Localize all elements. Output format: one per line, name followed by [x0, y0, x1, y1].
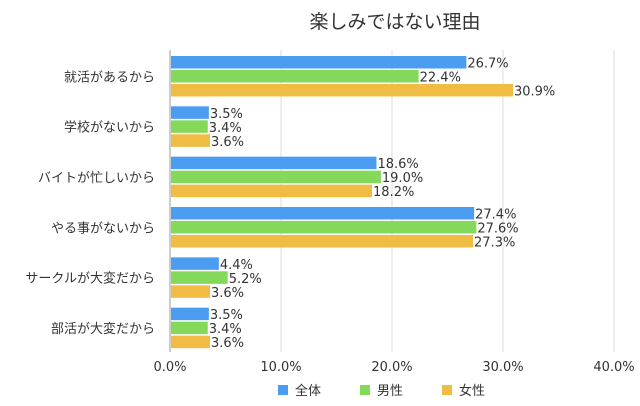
bar-1	[171, 120, 208, 133]
bar-1	[171, 271, 228, 284]
data-label: 27.4%	[475, 208, 516, 223]
bar-0	[171, 56, 467, 69]
legend-label: 女性	[459, 383, 485, 399]
bar-2	[171, 235, 474, 248]
bar-1	[171, 321, 208, 335]
data-label: 18.2%	[373, 185, 414, 200]
x-tick-label: 40.0%	[593, 360, 634, 375]
legend-label: 男性	[377, 384, 403, 399]
bar-0	[171, 156, 377, 170]
data-label: 3.4%	[209, 322, 242, 337]
data-label: 22.4%	[420, 71, 461, 86]
data-label: 3.6%	[211, 135, 244, 150]
category-label: 部活が大変だから	[51, 321, 155, 337]
x-tick-label: 30.0%	[482, 360, 523, 375]
x-tick-label: 0.0%	[153, 360, 186, 375]
bar-1	[171, 221, 477, 234]
legend-swatch	[278, 385, 288, 395]
data-label: 26.7%	[467, 57, 508, 72]
bar-2	[171, 335, 210, 349]
category-label: やる事がないから	[51, 221, 155, 236]
category-label: サークルが大変だから	[25, 271, 155, 287]
data-label: 19.0%	[382, 171, 423, 186]
bar-2	[171, 84, 513, 97]
legend-label: 全体	[295, 383, 321, 399]
data-label: 18.6%	[377, 157, 418, 172]
data-label: 3.5%	[210, 107, 243, 122]
bar-0	[171, 106, 209, 119]
data-label: 30.9%	[514, 85, 555, 100]
data-label: 27.3%	[474, 236, 515, 251]
category-label: 学校がないから	[64, 120, 155, 136]
data-label: 3.4%	[209, 121, 242, 136]
category-label: バイトが忙しいから	[38, 171, 155, 186]
data-label: 3.6%	[211, 286, 244, 301]
bar-2	[171, 134, 210, 147]
data-label: 5.2%	[229, 272, 262, 287]
bar-0	[171, 257, 219, 270]
bar-1	[171, 170, 381, 184]
data-label: 4.4%	[220, 258, 253, 273]
bar-1	[171, 70, 419, 83]
chart-title: 楽しみではない理由	[309, 11, 480, 33]
category-label: 就活があるから	[64, 70, 155, 85]
data-label: 27.6%	[477, 222, 518, 237]
x-tick-label: 20.0%	[371, 360, 412, 375]
data-label: 3.5%	[210, 308, 243, 323]
legend-swatch	[442, 385, 452, 395]
x-tick-label: 10.0%	[260, 360, 301, 375]
legend-swatch	[360, 385, 370, 395]
bar-2	[171, 184, 373, 198]
bar-0	[171, 307, 209, 321]
data-label: 3.6%	[211, 336, 244, 351]
bar-2	[171, 285, 210, 298]
bar-0	[171, 207, 475, 220]
